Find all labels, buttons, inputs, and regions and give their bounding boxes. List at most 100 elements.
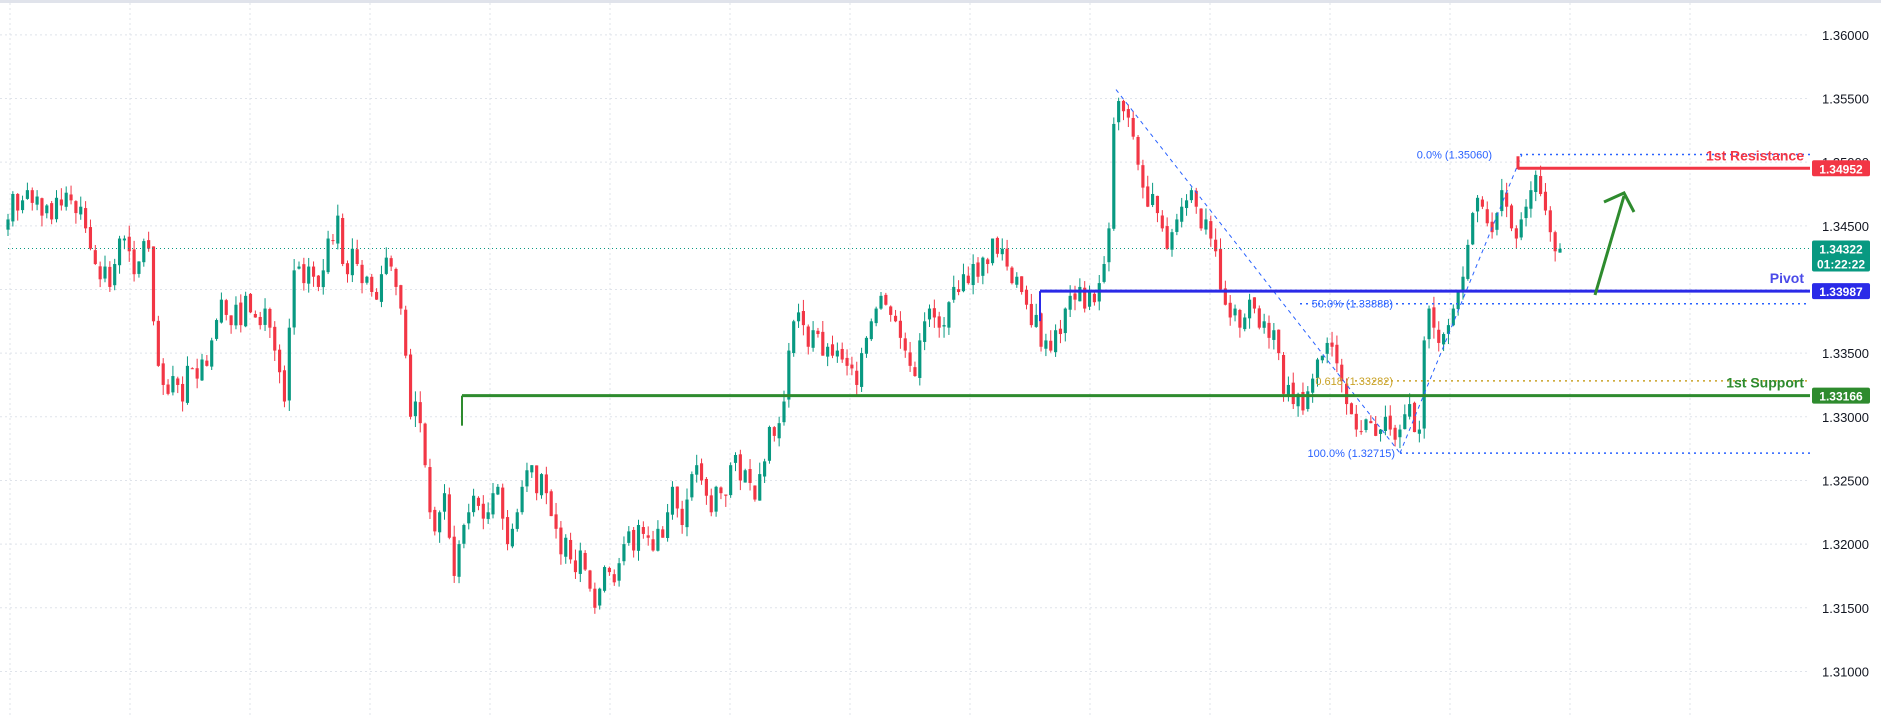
y-tick-label: 1.36000 (1822, 28, 1869, 43)
candle-body (515, 512, 519, 529)
candle-body (758, 474, 762, 501)
candle-body (1117, 101, 1121, 123)
candle-body (278, 349, 282, 373)
candle-body (1558, 248, 1562, 253)
candle-body (1010, 267, 1014, 284)
candle-body (1243, 317, 1247, 330)
candle-body (937, 316, 941, 328)
y-tick-label: 1.35500 (1822, 91, 1869, 106)
candle-body (903, 338, 907, 351)
candle-body (593, 588, 597, 608)
candle-body (413, 401, 417, 417)
candle-body (1417, 429, 1421, 434)
chart-drawings[interactable]: 0.0% (1.35060) 50.0% (1.33888) 0.618 (1.33… (8, 89, 1810, 461)
candle-body (641, 527, 645, 534)
candle-body (1548, 210, 1552, 233)
y-tick-label: 1.33500 (1822, 346, 1869, 361)
candle-body (1393, 427, 1397, 440)
candle-body (1335, 344, 1339, 364)
candle-body (1024, 289, 1029, 305)
candle-body (1131, 117, 1135, 137)
candle-body (331, 240, 335, 242)
up-arrow-shaft (1593, 195, 1626, 296)
candle-body (1485, 209, 1489, 224)
candle-body (622, 544, 626, 562)
candle-body (709, 495, 713, 513)
candle-body (617, 563, 621, 581)
candle-body (491, 493, 495, 515)
candle-body (961, 274, 966, 292)
candle-body (1461, 276, 1465, 291)
candle-body (200, 359, 204, 381)
candle-body (25, 190, 29, 199)
candle-body (549, 491, 553, 517)
candle-body (423, 423, 427, 466)
candle-body (738, 454, 742, 481)
candle-body (952, 286, 956, 300)
candle-body (1073, 293, 1077, 300)
candle-body (442, 493, 447, 512)
candle-body (1151, 193, 1155, 206)
candle-body (1509, 205, 1514, 229)
candle-body (1369, 421, 1373, 424)
candle-body (670, 486, 675, 515)
candle-body (35, 196, 39, 205)
candle-body (1233, 308, 1237, 316)
candle-body (389, 258, 393, 267)
candle-body (685, 499, 689, 528)
resistance-label: 1st Resistance (1706, 147, 1804, 163)
candle-body (210, 340, 214, 367)
candle-body (307, 266, 311, 284)
candle-body (1189, 190, 1193, 201)
candle-body (219, 299, 223, 323)
candle-body (1480, 199, 1484, 207)
candle-body (966, 275, 970, 284)
candle-body (947, 302, 951, 328)
candle-body (1403, 414, 1407, 430)
candle-body (704, 478, 708, 496)
candle-body (1146, 186, 1150, 207)
candle-body (569, 539, 573, 560)
candle-body (981, 257, 985, 276)
candle-body (855, 370, 859, 385)
candle-body (496, 486, 500, 495)
candle-body (1388, 415, 1392, 430)
candle-body (559, 527, 563, 555)
y-tick-label: 1.33000 (1822, 410, 1869, 425)
candle-body (190, 368, 194, 370)
candle-body (821, 331, 825, 356)
candle-body (408, 354, 413, 417)
candle-body (578, 550, 582, 574)
candle-body (1223, 288, 1227, 305)
candle-body (787, 350, 791, 400)
candle-body (239, 302, 243, 326)
fib-trendline (1399, 154, 1523, 454)
candle-body (627, 531, 631, 543)
candle-body (181, 383, 185, 402)
candle-body (1306, 391, 1310, 409)
candle-body (292, 270, 296, 328)
candle-body (16, 193, 20, 211)
candle-body (598, 588, 602, 606)
candle-body (1408, 404, 1412, 417)
candle-body (1286, 384, 1290, 396)
candle-body (990, 238, 995, 264)
candle-body (1184, 200, 1189, 209)
candle-body (30, 190, 34, 203)
candle-body (69, 194, 73, 201)
candle-body (1102, 264, 1106, 282)
pivot-label: Pivot (1770, 270, 1805, 286)
price-axis[interactable]: 1.360001.355001.350001.345001.340001.335… (1822, 28, 1869, 680)
candle-body (1262, 321, 1266, 328)
candle-body (438, 512, 442, 533)
candle-body (147, 240, 151, 249)
candle-body (108, 266, 112, 287)
candle-body (341, 217, 345, 265)
candle-body (748, 469, 752, 484)
candle-body (88, 227, 93, 249)
candle-body (957, 289, 961, 293)
candle-body (927, 308, 932, 320)
candle-body (375, 291, 379, 300)
candle-body (729, 465, 733, 496)
